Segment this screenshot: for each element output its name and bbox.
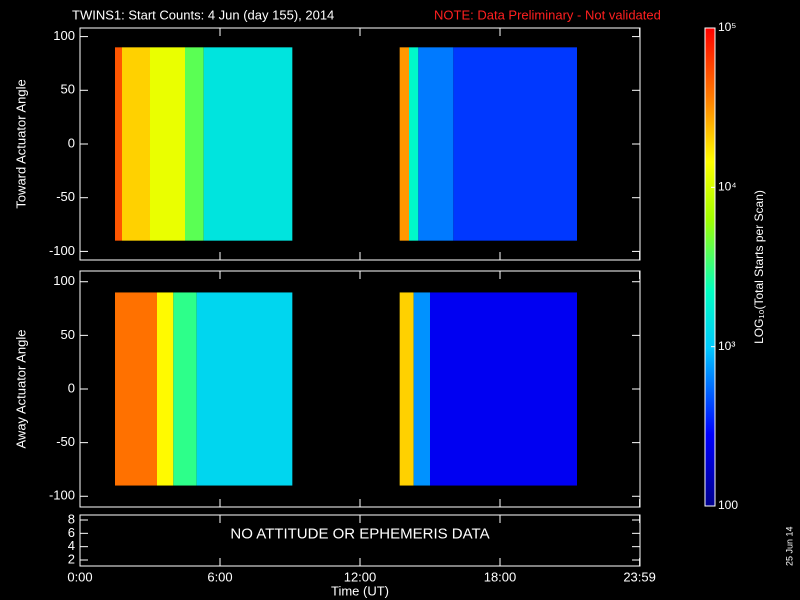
heatmap-cell [196,292,293,486]
y-axis-label: Away Actuator Angle [13,329,28,448]
heatmap-cell [150,47,185,241]
heatmap-cell [430,292,577,486]
colorbar-label: LOG₁₀(Total Starts per Scan) [752,190,766,344]
colorbar-tick-label: 100 [718,498,738,512]
heatmap-cell [399,292,414,486]
heatmap-cell [203,47,293,241]
heatmap-cell [115,47,122,241]
x-tick-label: 18:00 [484,569,517,584]
x-tick-label: 6:00 [207,569,232,584]
y-tick-label: 0 [68,135,75,150]
heatmap-cell [115,292,157,486]
x-tick-label: 23:59 [623,569,656,584]
date-stamp: 25 Jun 14 [784,526,794,566]
heatmap-cell [185,47,204,241]
heatmap-cell [122,47,150,241]
heatmap-cell [157,292,174,486]
colorbar-tick-label: 10⁵ [718,20,736,34]
colorbar-frame [704,27,716,507]
y-tick-label: 0 [68,380,75,395]
heatmap-cell [418,47,454,241]
y-tick-label: 2 [68,551,75,566]
y-tick-label: 50 [61,82,75,97]
y-tick-label: -100 [49,243,75,258]
x-tick-label: 0:00 [67,569,92,584]
colorbar-tick-label: 10⁴ [718,180,737,194]
y-axis-label: Toward Actuator Angle [13,79,28,208]
y-tick-label: 50 [61,327,75,342]
heatmap-cell [399,47,409,241]
heatmap-cell [409,47,419,241]
panel-message: NO ATTITUDE OR EPHEMERIS DATA [230,525,489,542]
note: NOTE: Data Preliminary - Not validated [434,7,661,22]
x-axis-label: Time (UT) [331,583,389,598]
y-tick-label: -50 [56,189,75,204]
heatmap-cell [453,47,577,241]
y-tick-label: 6 [68,525,75,540]
chart-title: TWINS1: Start Counts: 4 Jun (day 155), 2… [72,7,334,22]
colorbar-tick-label: 10³ [718,339,735,353]
colorbar [705,28,715,506]
y-tick-label: 100 [53,273,75,288]
x-tick-label: 12:00 [344,569,377,584]
y-tick-label: -100 [49,488,75,503]
heatmap-cell [173,292,197,486]
y-tick-label: 100 [53,28,75,43]
y-tick-label: 4 [68,538,75,553]
heatmap-cell [413,292,430,486]
y-tick-label: 8 [68,511,75,526]
y-tick-label: -50 [56,434,75,449]
